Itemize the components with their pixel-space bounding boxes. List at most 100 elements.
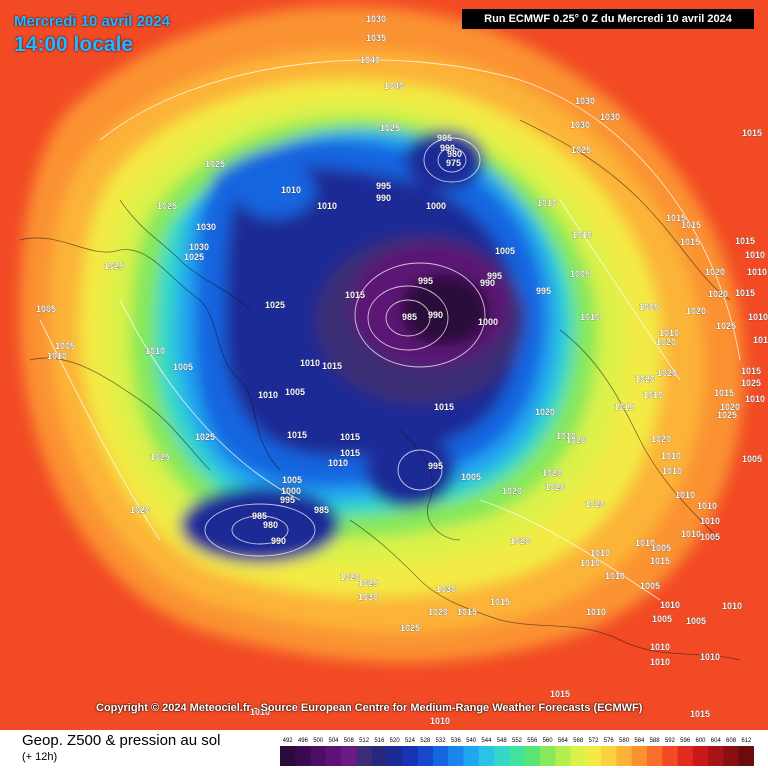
legend-tick-label: 512 [359, 738, 370, 744]
isobar-label: 1030 [196, 222, 216, 232]
forecast-time: 14:00 locale [14, 33, 134, 56]
legend-tick-label: 612 [741, 738, 752, 744]
isobar-label: 1010 [556, 431, 576, 441]
legend-swatch [723, 746, 740, 766]
legend-swatch [631, 746, 648, 766]
isobar-label: 1020 [686, 306, 706, 316]
isobar-label: 1025 [205, 159, 225, 169]
isobar-label: 1015 [650, 556, 670, 566]
isobar-label: 1025 [157, 201, 177, 211]
legend-tick-label: 516 [374, 738, 385, 744]
isobar-label: 1010 [580, 558, 600, 568]
legend-tick-label: 524 [405, 738, 416, 744]
isobar-label: 1005 [55, 341, 75, 351]
trough-atlantic [180, 487, 340, 563]
isobar-label: 1025 [195, 432, 215, 442]
legend-swatch [539, 746, 556, 766]
legend-tick-label: 568 [573, 738, 584, 744]
isobar-label: 1025 [150, 452, 170, 462]
isobar-label: 1020 [708, 289, 728, 299]
isobar-label: 1015 [742, 128, 762, 138]
isobar-label: 1010 [650, 657, 670, 667]
isobar-label: 985 [252, 511, 267, 521]
isobar-label: 1005 [282, 475, 302, 485]
isobar-label: 1020 [542, 468, 562, 478]
legend-swatch [402, 746, 419, 766]
isobar-label: 995 [428, 461, 443, 471]
isobar-label: 1010 [675, 490, 695, 500]
isobar-label: 1000 [426, 201, 446, 211]
legend-swatch [310, 746, 327, 766]
isobar-label: 1030 [358, 592, 378, 602]
isobar-label: 1010 [580, 312, 600, 322]
isobar-label: 1000 [478, 317, 498, 327]
isobar-label: 1010 [753, 335, 768, 345]
isobar-label: 1020 [705, 267, 725, 277]
isobar-label: 1030 [436, 584, 456, 594]
isobar-label: 1010 [650, 642, 670, 652]
isobar-label: 1030 [189, 242, 209, 252]
legend-tick-label: 548 [497, 738, 508, 744]
isobar-lines [39, 59, 741, 601]
legend-swatch [708, 746, 724, 766]
isobar-label: 1010 [745, 394, 765, 404]
isobar-label: 1020 [635, 374, 655, 384]
isobar-label: 1020 [656, 337, 676, 347]
band-core [400, 274, 490, 346]
legend-tick-label: 532 [436, 738, 447, 744]
legend-swatch [692, 746, 709, 766]
forecast-step: (+ 12h) [22, 751, 58, 763]
isobar-label: 1015 [735, 236, 755, 246]
isobar-label: 1015 [614, 402, 634, 412]
isobar-label: 1010 [697, 501, 717, 511]
isobar-label: 1040 [384, 81, 404, 91]
isobar-label: 1020 [130, 505, 150, 515]
isobar-label: 1005 [742, 454, 762, 464]
isobar-label: 1020 [428, 607, 448, 617]
low-siberia [405, 130, 485, 190]
isobar-label: 1010 [537, 198, 557, 208]
legend-swatch [387, 746, 403, 766]
isobar-label: 1015 [550, 689, 570, 699]
isobar-label: 990 [440, 143, 455, 153]
isobar-label: 1010 [748, 312, 768, 322]
isobar-label: 1020 [340, 572, 360, 582]
isobar-label: 1015 [680, 237, 700, 247]
isobar-label: 1030 [575, 96, 595, 106]
model-run-label: Run ECMWF 0.25° 0 Z du Mercredi 10 avril… [462, 9, 754, 29]
isobar-label: 1020 [657, 368, 677, 378]
weather-map: 1030103510401040102599599098097510251010… [0, 0, 768, 730]
isobar-label: 1015 [345, 290, 365, 300]
color-scale-legend: 492 496 500 504 508 512 516 520 524 528 532 536 540 5… [280, 738, 754, 766]
legend-swatch [478, 746, 495, 766]
isobar-label: 1010 [300, 358, 320, 368]
legend-tick-label: 544 [481, 738, 492, 744]
legend-tick-label: 508 [344, 738, 355, 744]
legend-tick-label: 596 [680, 738, 691, 744]
legend-tick-label: 588 [650, 738, 661, 744]
isobar-label: 1010 [258, 390, 278, 400]
isobar-label: 1015 [490, 597, 510, 607]
isobar-label: 985 [402, 312, 417, 322]
isobar-label: 1005 [639, 302, 659, 312]
legend-tick-label: 572 [588, 738, 599, 744]
isobar-label: 1025 [716, 321, 736, 331]
isobar-label: 980 [263, 520, 278, 530]
isobar-label: 995 [536, 286, 551, 296]
legend-swatch [371, 746, 388, 766]
geopotential-field [20, 6, 744, 663]
legend-swatch [341, 746, 357, 766]
isobar-label: 1015 [340, 448, 360, 458]
isobar-label: 1010 [747, 267, 767, 277]
legend-swatch [509, 746, 526, 766]
isobar-label: 1010 [722, 601, 742, 611]
isobar-label: 1015 [741, 366, 761, 376]
isobar-label: 1010 [635, 538, 655, 548]
isobar-label: 1020 [545, 482, 565, 492]
isobar-label: 995 [418, 276, 433, 286]
isobar-label: 1015 [340, 432, 360, 442]
isobar-label: 995 [437, 133, 452, 143]
legend-swatch [662, 746, 679, 766]
legend-tick-label: 604 [711, 738, 722, 744]
isobar-label: 1025 [265, 300, 285, 310]
